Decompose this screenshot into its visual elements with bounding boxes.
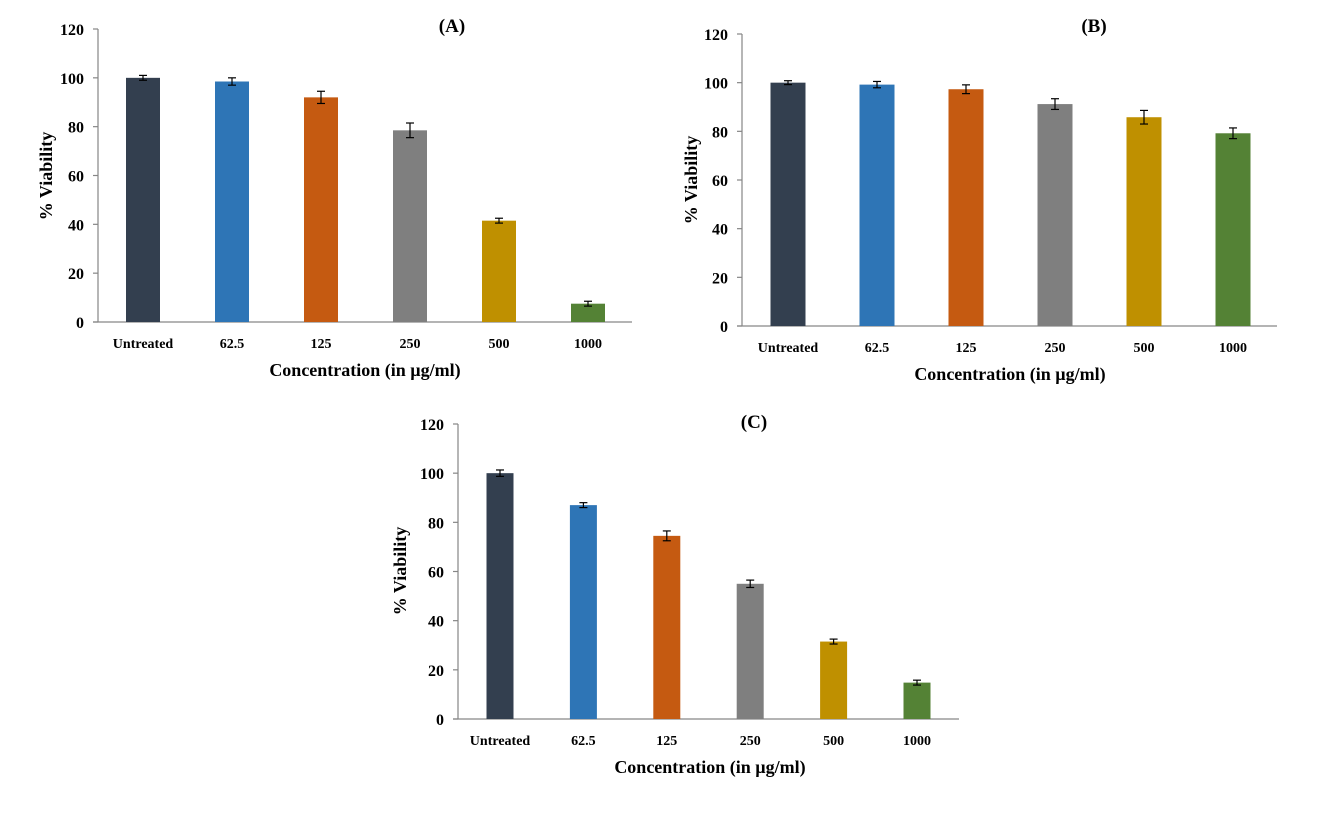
x-tick-label: 1000 [574, 337, 602, 352]
chart-title: (C) [741, 412, 767, 433]
error-bar [584, 300, 592, 307]
x-tick-label: 62.5 [865, 341, 890, 356]
error-bar [1229, 127, 1237, 140]
error-bar [406, 122, 414, 139]
error-bar [496, 469, 504, 477]
error-bar [784, 80, 792, 86]
error-bar [317, 90, 325, 105]
y-axis-title: % Viability [390, 527, 410, 616]
chart-panel-c: (C) % Viability Concentration (in µg/ml)… [390, 412, 959, 778]
bar-1000 [903, 682, 931, 719]
y-tick-label: 0 [720, 319, 728, 336]
y-tick-label: 60 [712, 173, 728, 190]
bar-500 [482, 220, 516, 322]
y-tick-label: 100 [60, 71, 84, 88]
error-bar [746, 579, 755, 589]
x-tick-label: Untreated [113, 337, 174, 352]
error-bar [495, 217, 503, 224]
x-tick-label: 500 [489, 337, 510, 352]
bar-62-5 [569, 505, 597, 719]
x-tick-label: 1000 [903, 734, 931, 749]
y-tick-label: 60 [428, 565, 444, 582]
y-tick-label: 80 [712, 124, 728, 141]
bar-500 [820, 641, 848, 719]
bar-62-5 [859, 84, 895, 326]
bar-250 [736, 583, 764, 719]
error-bar [1051, 98, 1059, 111]
bar-250 [1037, 104, 1073, 326]
bar-untreated [770, 82, 806, 327]
x-tick-label: 500 [1134, 341, 1155, 356]
x-tick-label: 1000 [1219, 341, 1247, 356]
error-bar [1140, 109, 1148, 125]
y-tick-label: 120 [420, 417, 444, 434]
bar-250 [393, 130, 427, 322]
y-tick-label: 40 [428, 614, 444, 631]
y-tick-label: 120 [60, 22, 84, 39]
y-tick-label: 20 [68, 266, 84, 283]
error-bar [228, 77, 236, 86]
x-tick-label: Untreated [470, 734, 531, 749]
bar-untreated [486, 473, 514, 719]
error-bar [829, 638, 838, 645]
error-bar [662, 530, 671, 542]
chart-title: (A) [439, 16, 465, 37]
error-bar [913, 679, 921, 686]
bar-500 [1126, 117, 1162, 326]
bar-125 [304, 97, 338, 322]
y-axis-title: % Viability [36, 132, 56, 221]
y-tick-label: 80 [68, 120, 84, 137]
error-bar [139, 74, 147, 81]
x-tick-label: 125 [956, 341, 977, 356]
y-tick-label: 120 [704, 27, 728, 44]
bar-62-5 [215, 81, 249, 322]
x-axis-title: Concentration (in µg/ml) [269, 360, 460, 381]
chart-panel-a: (A) % Viability Concentration (in µg/ml)… [36, 16, 632, 381]
x-tick-label: 500 [823, 734, 844, 749]
bar-1000 [571, 303, 605, 322]
y-tick-label: 80 [428, 515, 444, 532]
bar-1000 [1215, 133, 1251, 326]
y-tick-label: 40 [68, 217, 84, 234]
x-axis-title: Concentration (in µg/ml) [914, 364, 1105, 385]
y-tick-label: 100 [420, 466, 444, 483]
y-tick-label: 0 [76, 315, 84, 332]
bar-125 [653, 535, 681, 719]
y-tick-label: 20 [712, 270, 728, 287]
y-tick-label: 40 [712, 222, 728, 239]
x-tick-label: 125 [656, 734, 677, 749]
x-tick-label: 62.5 [220, 337, 245, 352]
bar-untreated [126, 77, 160, 322]
y-axis-title: % Viability [681, 136, 701, 225]
y-tick-label: 60 [68, 169, 84, 186]
error-bar [873, 80, 881, 89]
chart-panel-b: (B) % Viability Concentration (in µg/ml)… [681, 16, 1277, 385]
x-tick-label: 250 [740, 734, 761, 749]
x-tick-label: 125 [311, 337, 332, 352]
y-tick-label: 100 [704, 76, 728, 93]
x-tick-label: 250 [400, 337, 421, 352]
chart-title: (B) [1081, 16, 1106, 37]
error-bar [579, 502, 588, 509]
y-tick-label: 0 [436, 712, 444, 729]
x-tick-label: 250 [1045, 341, 1066, 356]
bar-125 [948, 89, 984, 326]
x-tick-label: Untreated [758, 341, 819, 356]
error-bar [962, 84, 970, 95]
x-axis-title: Concentration (in µg/ml) [614, 757, 805, 778]
y-tick-label: 20 [428, 663, 444, 680]
x-tick-label: 62.5 [571, 734, 596, 749]
